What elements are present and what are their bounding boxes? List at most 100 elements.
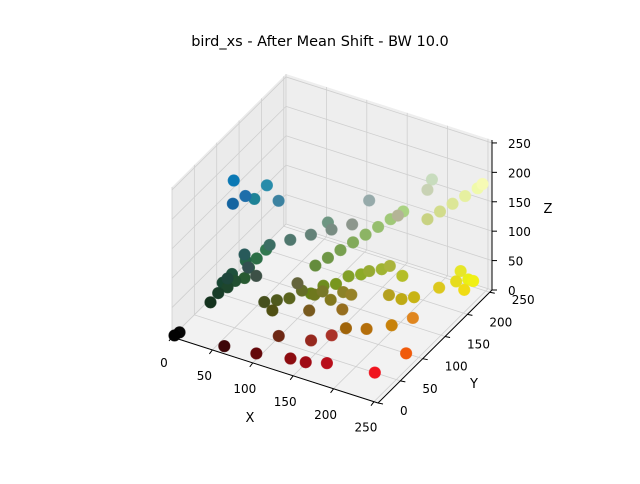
data-point (421, 183, 434, 196)
data-point (345, 288, 358, 301)
data-point (270, 294, 283, 307)
data-point (382, 288, 396, 302)
data-point (242, 261, 255, 274)
data-point (258, 295, 271, 309)
grid-line (261, 247, 468, 315)
data-point (283, 292, 296, 305)
data-point (238, 248, 251, 261)
data-point (396, 269, 409, 282)
y-tick-label: 100 (445, 360, 468, 374)
data-point (325, 329, 338, 342)
data-point (272, 329, 285, 343)
grid-line (216, 292, 423, 360)
data-point (360, 322, 373, 336)
data-point (226, 197, 239, 210)
data-point (391, 209, 404, 222)
y-tick-label: 200 (489, 315, 512, 329)
z-tick-label: 100 (508, 225, 531, 239)
data-point (342, 270, 355, 283)
grid-line (171, 76, 287, 191)
data-point (284, 352, 297, 365)
z-tick-label: 150 (508, 196, 531, 210)
data-point (316, 285, 329, 298)
data-point (363, 264, 376, 278)
data-point (325, 223, 338, 236)
data-point (263, 238, 276, 252)
data-point (304, 334, 318, 347)
pane-back-y (286, 74, 492, 290)
grid-line (285, 164, 493, 232)
y-tick-mark (444, 336, 451, 339)
data-point (400, 347, 413, 360)
x-tick-label: 200 (314, 408, 337, 422)
data-point (458, 189, 472, 203)
grid-line (171, 194, 287, 308)
data-point (266, 304, 279, 317)
data-point (346, 218, 359, 231)
y-tick-mark (489, 291, 495, 294)
data-point (324, 293, 337, 306)
z-tick-label: 0 (508, 284, 516, 298)
x-tick-label: 150 (274, 395, 297, 409)
grid-line (171, 106, 287, 220)
data-point (450, 275, 463, 288)
grid-line (285, 76, 493, 144)
data-point (303, 304, 316, 317)
data-point (320, 357, 334, 370)
data-point (476, 177, 489, 191)
x-axis-label: X (246, 411, 255, 426)
y-tick-label: 0 (400, 404, 408, 418)
data-point (406, 311, 419, 325)
z-tick-label: 200 (508, 166, 531, 180)
x-tick-mark (370, 401, 375, 407)
data-point (239, 189, 252, 203)
x-tick-mark (249, 362, 254, 368)
x-tick-label: 50 (197, 369, 212, 383)
data-point (383, 259, 396, 273)
data-point (212, 286, 225, 300)
data-point (454, 264, 467, 278)
y-axis-line (377, 289, 493, 404)
x-tick-mark (330, 388, 334, 394)
x-tick-label: 100 (233, 382, 256, 396)
data-point (260, 179, 274, 192)
grid-line (285, 105, 493, 173)
data-point (309, 259, 322, 272)
data-point (221, 272, 234, 285)
y-tick-label: 150 (467, 338, 490, 352)
data-point (204, 296, 217, 309)
data-point (329, 277, 343, 291)
grid-line (285, 194, 493, 261)
data-point (250, 252, 263, 265)
data-point (421, 213, 434, 226)
z-axis-label: Z (544, 202, 553, 217)
y-tick-mark (377, 402, 384, 405)
data-point (299, 356, 312, 369)
grid-line (194, 314, 401, 382)
data-point (425, 173, 439, 186)
data-point (467, 274, 480, 288)
data-point (433, 205, 447, 218)
grid-line (171, 135, 287, 250)
x-tick-label: 250 (355, 421, 378, 435)
x-tick-mark (208, 349, 213, 355)
data-point (250, 347, 263, 360)
grid-line (285, 135, 493, 203)
data-point (321, 251, 335, 264)
data-point (346, 236, 360, 249)
data-point (227, 174, 240, 187)
data-point (218, 340, 231, 353)
data-point (284, 233, 297, 246)
grid-line (212, 236, 327, 351)
axis-lines (171, 140, 493, 404)
grid-line (333, 275, 448, 390)
chart-title: bird_xs - After Mean Shift - BW 10.0 (191, 34, 449, 50)
z-tick-label: 50 (508, 255, 523, 269)
data-point (272, 194, 285, 207)
data-point (304, 228, 318, 241)
data-point (336, 303, 349, 316)
y-tick-label: 50 (422, 382, 437, 396)
data-point (363, 194, 376, 207)
